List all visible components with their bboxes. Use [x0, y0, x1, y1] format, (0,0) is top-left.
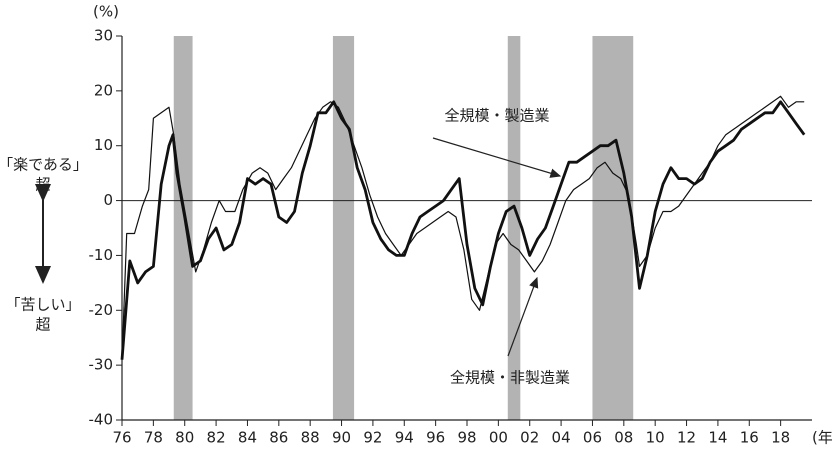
- annotation-arrow: [507, 276, 539, 357]
- x-tick-label: 78: [144, 429, 163, 447]
- x-tick-label: 76: [112, 429, 131, 447]
- y-tick-label: -40: [89, 411, 114, 429]
- y-tick-label: 30: [94, 27, 113, 45]
- x-tick-label: 00: [489, 429, 508, 447]
- shaded-period: [507, 36, 521, 420]
- side-label: 「楽である」: [0, 156, 88, 174]
- x-unit-label: (年): [812, 429, 832, 447]
- x-tick-label: 18: [771, 429, 790, 447]
- x-tick-label: 08: [614, 429, 633, 447]
- annotation-arrow: [432, 137, 562, 178]
- x-tick-label: 88: [301, 429, 320, 447]
- side-label: 超: [35, 176, 50, 194]
- y-tick-label: -20: [89, 301, 114, 319]
- side-label: 「苦しい」: [5, 296, 80, 314]
- y-unit-label: (%): [93, 3, 119, 21]
- series-line: [121, 95, 805, 360]
- shaded-period: [332, 36, 355, 420]
- y-tick-label: 20: [94, 81, 113, 99]
- x-tick-label: 84: [238, 429, 257, 447]
- y-tick-label: 10: [94, 136, 113, 154]
- side-label: 超: [35, 316, 50, 334]
- series-label: 全規模・非製造業: [450, 369, 570, 387]
- x-tick-label: 94: [395, 429, 414, 447]
- shaded-period: [173, 36, 193, 420]
- y-tick-label: -30: [89, 356, 114, 374]
- y-tick-label: 0: [103, 191, 113, 209]
- x-tick-label: 80: [175, 429, 194, 447]
- x-tick-label: 10: [646, 429, 665, 447]
- x-tick-label: 02: [520, 429, 539, 447]
- series-label: 全規模・製造業: [444, 107, 549, 125]
- x-tick-label: 14: [708, 429, 727, 447]
- x-tick-label: 82: [207, 429, 226, 447]
- series-line: [120, 100, 806, 360]
- x-tick-label: 92: [363, 429, 382, 447]
- x-tick-label: 90: [332, 429, 351, 447]
- x-tick-label: 06: [583, 429, 602, 447]
- shaded-period: [592, 36, 634, 420]
- x-tick-label: 86: [269, 429, 288, 447]
- x-tick-label: 16: [740, 429, 759, 447]
- x-tick-label: 12: [677, 429, 696, 447]
- x-tick-label: 96: [426, 429, 445, 447]
- y-tick-label: -10: [89, 246, 114, 264]
- x-tick-label: 98: [457, 429, 476, 447]
- x-tick-label: 04: [552, 429, 571, 447]
